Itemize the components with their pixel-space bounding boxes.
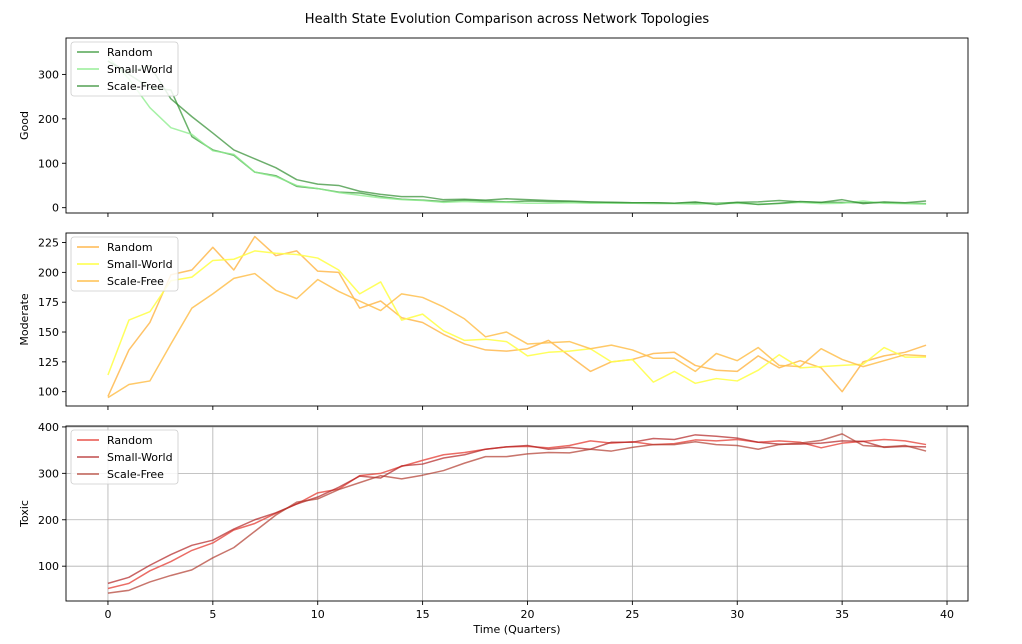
x-axis-label: Time (Quarters) bbox=[472, 623, 560, 636]
x-tick-label: 5 bbox=[209, 608, 216, 621]
toxic-subplot: 100 200 300 400 0 5 10 15 20 25 30 35 40 Toxic Random S… bbox=[18, 421, 969, 621]
y-tick-label: 100 bbox=[38, 560, 59, 573]
y-tick-label: 100 bbox=[38, 157, 59, 170]
y-axis-label: Moderate bbox=[18, 293, 31, 346]
x-tick-label: 0 bbox=[104, 608, 111, 621]
y-tick-label: 300 bbox=[38, 467, 59, 480]
legend-label: Random bbox=[107, 46, 153, 59]
legend-label: Scale-Free bbox=[107, 80, 164, 93]
figure-title: Health State Evolution Comparison across… bbox=[305, 12, 710, 27]
y-tick-label: 125 bbox=[38, 356, 59, 369]
legend-label: Small-World bbox=[107, 258, 173, 271]
legend-label: Scale-Free bbox=[107, 468, 164, 481]
legend-label: Random bbox=[107, 241, 153, 254]
x-tick-label: 35 bbox=[835, 608, 849, 621]
axes-frame bbox=[65, 425, 969, 602]
series-line-scale-free bbox=[107, 60, 927, 206]
moderate-subplot: 100 125 150 175 200 225 Moderate Random Small-Wo… bbox=[18, 232, 969, 410]
series-line-small-world bbox=[107, 434, 927, 585]
legend: Random Small-World Scale-Free bbox=[70, 429, 179, 485]
legend-box bbox=[70, 41, 179, 97]
legend-label: Small-World bbox=[107, 63, 173, 76]
legend: Random Small-World Scale-Free bbox=[70, 236, 179, 292]
y-tick-label: 100 bbox=[38, 386, 59, 399]
legend-label: Small-World bbox=[107, 451, 173, 464]
series-line-random bbox=[107, 60, 927, 205]
x-tick-label: 10 bbox=[311, 608, 325, 621]
axes-frame bbox=[65, 37, 969, 214]
series-line-small-world bbox=[107, 250, 927, 385]
series-line-scale-free bbox=[107, 272, 927, 399]
good-subplot: 0 100 200 300 Good Random Small-World Scale-Fre… bbox=[18, 37, 969, 217]
axes-frame bbox=[65, 232, 969, 407]
legend-label: Random bbox=[107, 434, 153, 447]
series-line-scale-free bbox=[107, 433, 927, 594]
legend-label: Scale-Free bbox=[107, 275, 164, 288]
y-tick-label: 400 bbox=[38, 421, 59, 434]
y-axis-label: Good bbox=[18, 111, 31, 140]
x-tick-label: 40 bbox=[940, 608, 954, 621]
y-tick-label: 150 bbox=[38, 326, 59, 339]
y-tick-label: 200 bbox=[38, 266, 59, 279]
x-tick-label: 20 bbox=[520, 608, 534, 621]
y-tick-label: 175 bbox=[38, 296, 59, 309]
legend-box bbox=[70, 236, 179, 292]
x-tick-label: 30 bbox=[730, 608, 744, 621]
legend: Random Small-World Scale-Free bbox=[70, 41, 179, 97]
y-tick-label: 200 bbox=[38, 514, 59, 527]
series-line-small-world bbox=[107, 56, 927, 205]
series-line-random bbox=[107, 235, 927, 397]
y-tick-label: 225 bbox=[38, 237, 59, 250]
y-tick-label: 0 bbox=[52, 202, 59, 215]
legend-box bbox=[70, 429, 179, 485]
y-tick-label: 300 bbox=[38, 68, 59, 81]
y-tick-label: 200 bbox=[38, 113, 59, 126]
x-tick-label: 25 bbox=[625, 608, 639, 621]
y-axis-label: Toxic bbox=[18, 500, 31, 528]
x-tick-label: 15 bbox=[416, 608, 430, 621]
